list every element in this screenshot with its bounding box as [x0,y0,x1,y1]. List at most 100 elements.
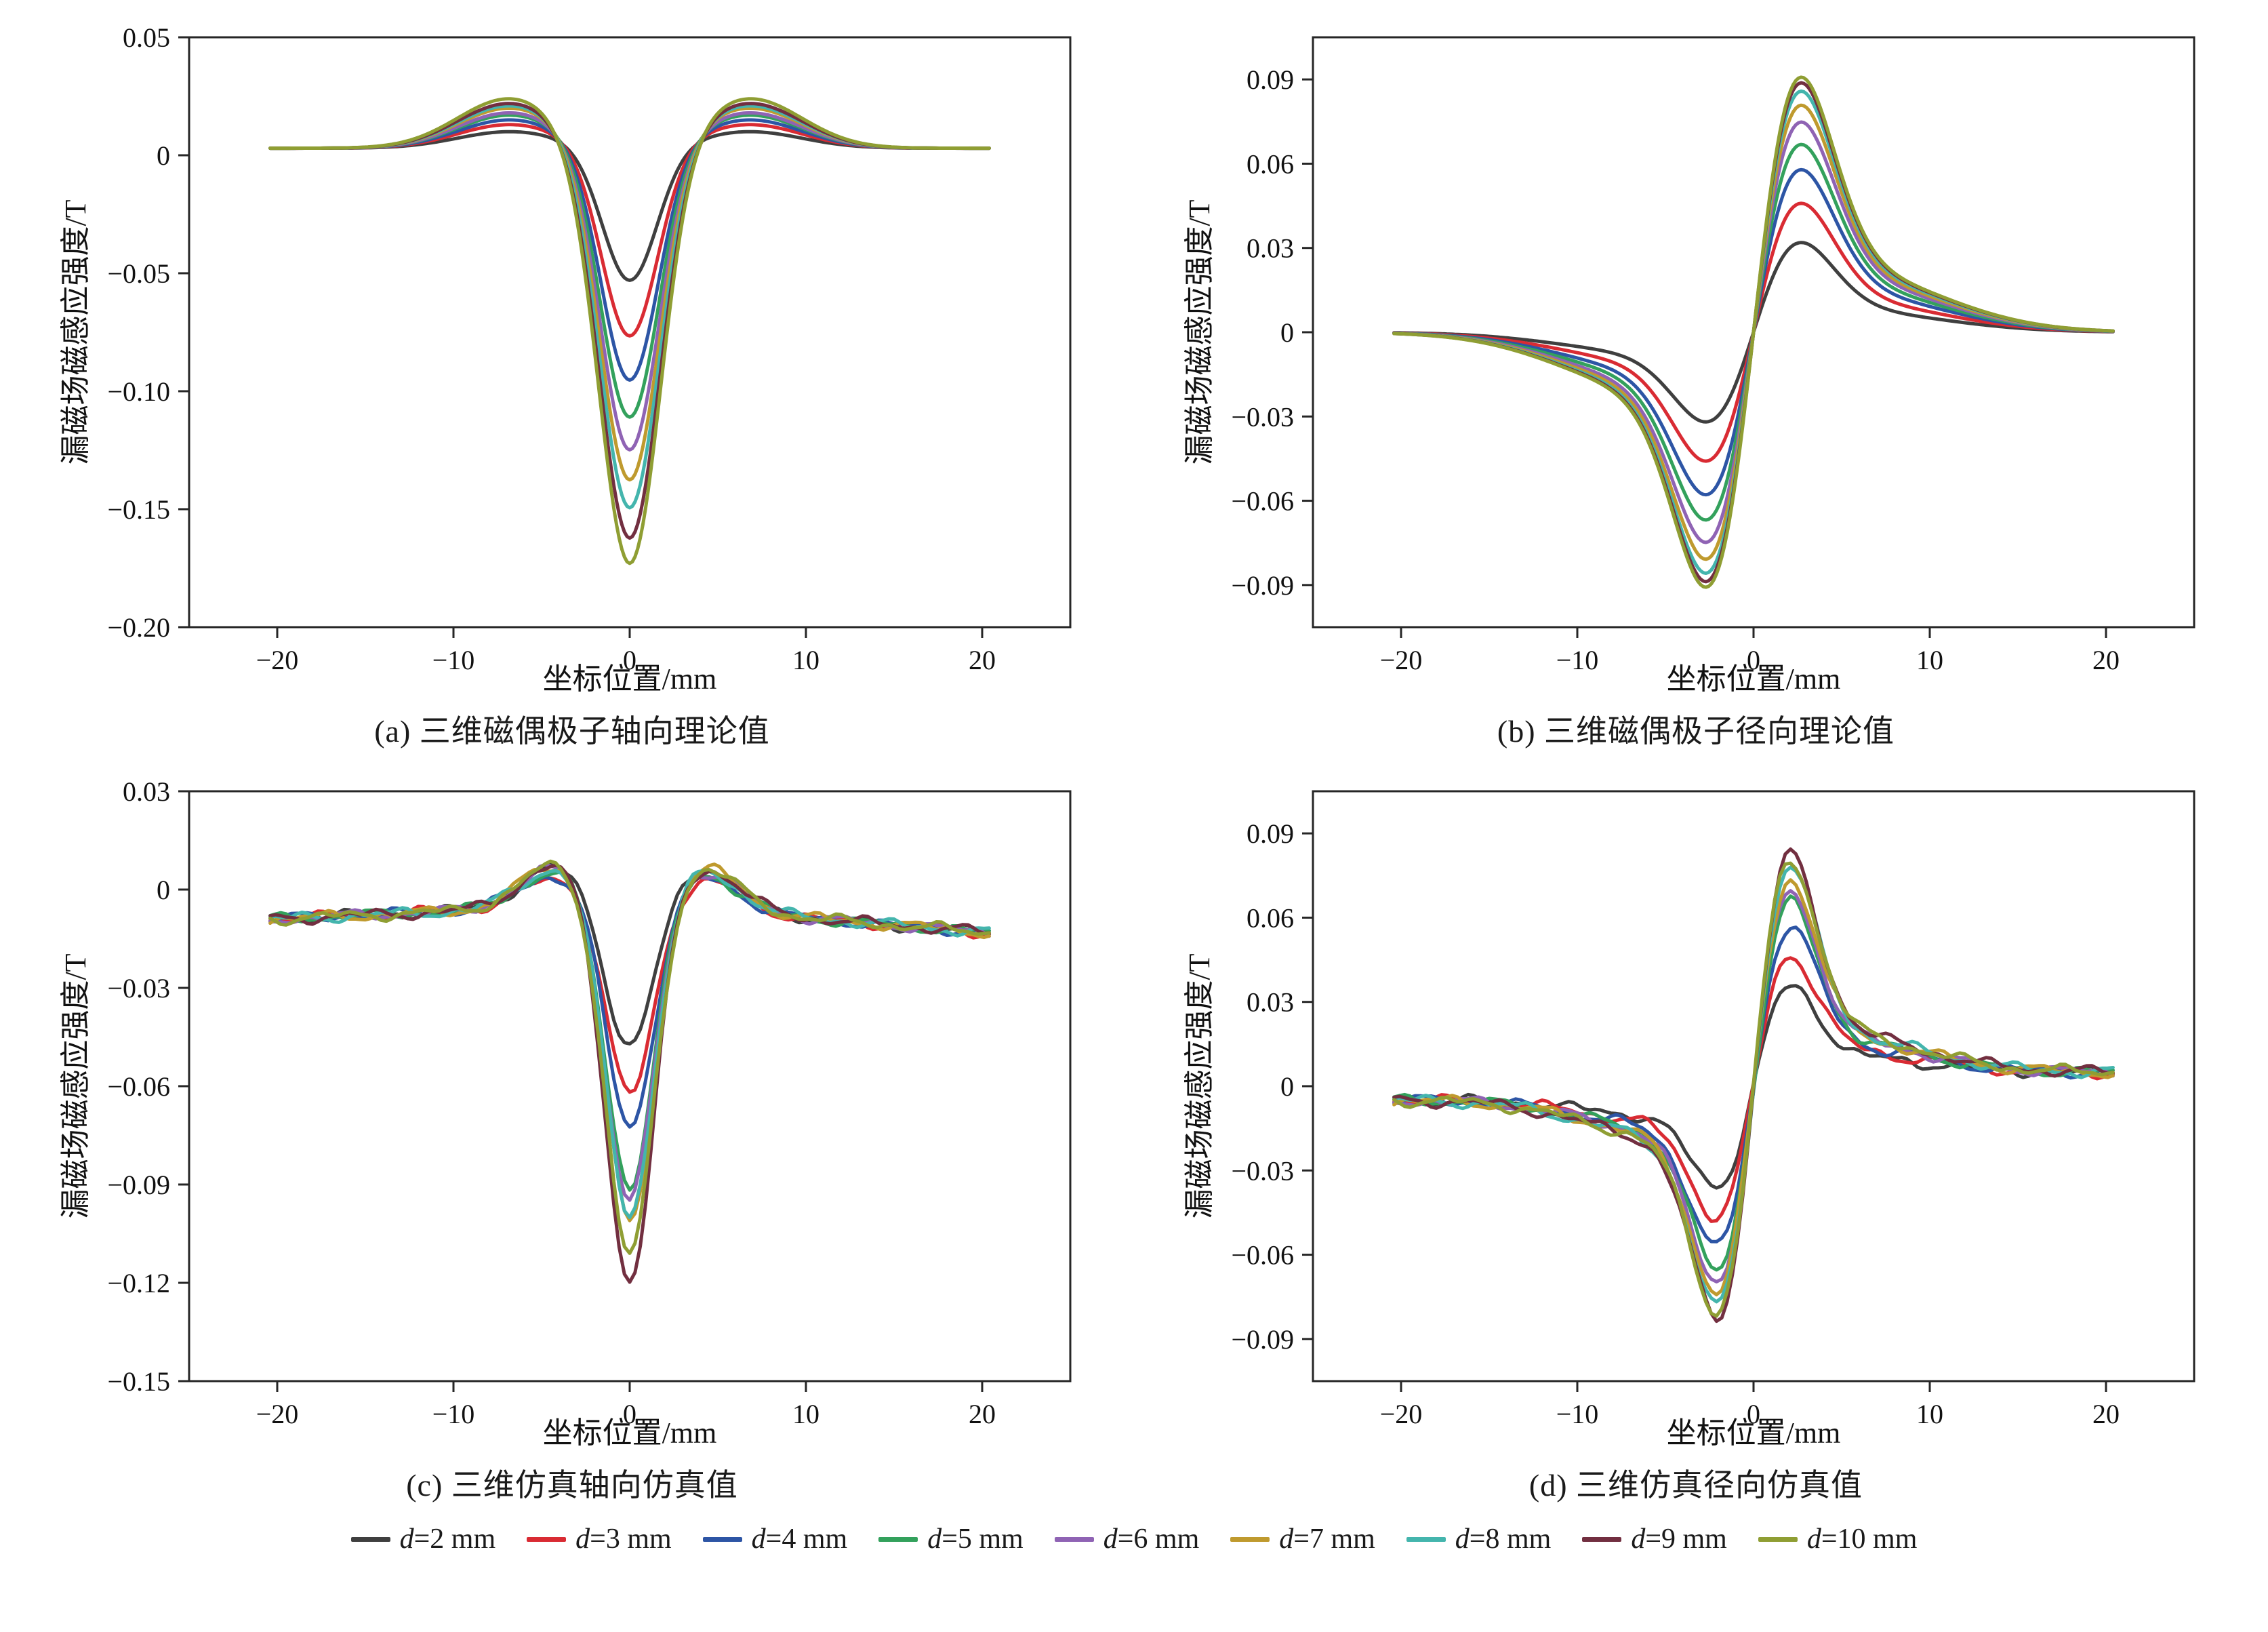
legend-swatch [1582,1536,1622,1542]
y-axis-label: 漏磁场磁感应强度/T [1183,199,1216,464]
legend-swatch [702,1536,742,1542]
legend-item-d2mm: d =2 mm [350,1523,495,1555]
chart-a-plot: −20 −10 0 10 20 0.05 0 −0.05 −0.10 −0.15 −0.20 坐标位置… [43,20,1101,705]
y-axis-label: 漏磁场磁感应强度/T [59,199,92,464]
curve-d4mm [268,118,991,382]
svg-text:−0.03: −0.03 [1231,401,1294,432]
chart-svg-a: −20 −10 0 10 20 0.05 0 −0.05 −0.10 −0.15 −0.20 坐标位置… [59,22,1072,696]
svg-text:−20: −20 [256,645,299,675]
svg-text:10: 10 [792,1399,819,1429]
svg-text:−0.15: −0.15 [107,494,170,525]
chart-svg-b: −20 −10 0 10 20 0.09 0.06 0.03 0 −0.03 −0.06 −0.09 坐… [1183,36,2195,696]
curve-d9mm [268,102,991,540]
x-axis-label: 坐标位置/mm [543,1416,717,1450]
x-axis-label: 坐标位置/mm [1667,662,1841,696]
svg-text:−20: −20 [1380,1399,1423,1429]
legend-item-d5mm: d =5 mm [878,1523,1024,1555]
svg-text:−0.10: −0.10 [107,376,170,407]
svg-text:−10: −10 [432,1399,475,1429]
chart-grid: −20 −10 0 10 20 0.05 0 −0.05 −0.10 −0.15 −0.20 坐标位置… [20,20,2248,1505]
legend-item-d8mm: d =8 mm [1406,1523,1551,1555]
legend-item-d7mm: d =7 mm [1230,1523,1375,1555]
svg-text:0.06: 0.06 [1247,902,1294,933]
svg-text:−20: −20 [256,1399,299,1429]
svg-text:−0.15: −0.15 [107,1366,170,1397]
curve-d5mm [268,113,991,419]
curve-d2mm [268,130,991,282]
svg-text:20: 20 [2092,645,2120,675]
legend-swatch [1230,1536,1270,1542]
legend-swatch [350,1536,390,1542]
chart-b-plot: −20 −10 0 10 20 0.09 0.06 0.03 0 −0.03 −0.06 −0.09 坐… [1167,20,2225,705]
svg-text:20: 20 [2092,1399,2120,1429]
y-axis-label: 漏磁场磁感应强度/T [59,953,92,1218]
chart-a: −20 −10 0 10 20 0.05 0 −0.05 −0.10 −0.15 −0.20 坐标位置… [20,20,1124,751]
svg-text:0: 0 [157,875,170,905]
svg-text:10: 10 [1916,1399,1943,1429]
y-axis-label: 漏磁场磁感应强度/T [1183,953,1216,1218]
legend-swatch [1054,1536,1094,1542]
svg-text:0: 0 [623,1399,636,1429]
legend-item-d6mm: d =6 mm [1054,1523,1199,1555]
chart-d: −20 −10 0 10 20 0.09 0.06 0.03 0 −0.03 −0.06 −0.09 坐… [1144,774,2248,1505]
curve-d2mm [268,862,991,1046]
legend-swatch [527,1536,567,1542]
svg-text:10: 10 [792,645,819,675]
x-axis-label: 坐标位置/mm [543,662,717,696]
svg-text:0: 0 [1280,317,1294,348]
curve-d10mm [268,97,991,565]
chart-svg-d: −20 −10 0 10 20 0.09 0.06 0.03 0 −0.03 −0.06 −0.09 坐… [1183,790,2195,1450]
legend-item-d10mm: d =10 mm [1758,1523,1917,1555]
svg-text:20: 20 [969,645,996,675]
legend-item-d3mm: d =3 mm [527,1523,672,1555]
chart-c-plot: −20 −10 0 10 20 0.03 0 −0.03 −0.06 −0.09 −0.12 −0.1… [43,774,1101,1459]
chart-b: −20 −10 0 10 20 0.09 0.06 0.03 0 −0.03 −0.06 −0.09 坐… [1144,20,2248,751]
x-axis-label: 坐标位置/mm [1667,1416,1841,1450]
chart-svg-c: −20 −10 0 10 20 0.03 0 −0.03 −0.06 −0.09 −0.12 −0.1… [59,776,1072,1450]
chart-c-caption: (c) 三维仿真轴向仿真值 [406,1468,738,1502]
svg-text:0: 0 [1280,1071,1294,1102]
svg-text:20: 20 [969,1399,996,1429]
svg-text:0: 0 [1747,645,1760,675]
svg-text:−0.06: −0.06 [1231,486,1294,517]
chart-b-caption: (b) 三维磁偶极子径向理论值 [1497,714,1895,749]
svg-text:0: 0 [623,645,636,675]
svg-text:0.03: 0.03 [1247,987,1294,1018]
curve-d3mm [268,123,991,338]
curve-d8mm [268,104,991,510]
svg-text:−10: −10 [432,645,475,675]
svg-text:−20: −20 [1380,645,1423,675]
svg-text:−0.03: −0.03 [1231,1155,1294,1186]
chart-c: −20 −10 0 10 20 0.03 0 −0.03 −0.06 −0.09 −0.12 −0.1… [20,774,1124,1505]
curve-d10mm [268,859,991,1255]
svg-text:−10: −10 [1556,645,1599,675]
curve-d9mm [268,863,991,1284]
curve-d10mm [1392,861,2115,1318]
svg-text:0: 0 [1747,1399,1760,1429]
figure: −20 −10 0 10 20 0.05 0 −0.05 −0.10 −0.15 −0.20 坐标位置… [20,20,2248,1555]
legend-swatch [1758,1536,1798,1542]
legend: d =2 mm d =3 mm d =4 mm d =5 mm d =6 mm d =7 mm d =8 … [20,1523,2248,1555]
svg-text:−0.03: −0.03 [107,973,170,1003]
svg-text:−0.09: −0.09 [107,1170,170,1200]
svg-text:−0.06: −0.06 [1231,1240,1294,1271]
svg-text:0.09: 0.09 [1247,64,1294,95]
legend-item-d9mm: d =9 mm [1582,1523,1727,1555]
legend-swatch [1406,1536,1446,1542]
svg-text:−0.09: −0.09 [1231,570,1294,601]
curve-d8mm [268,869,991,1220]
svg-text:−0.20: −0.20 [107,612,170,643]
svg-text:−0.12: −0.12 [107,1268,170,1298]
curve-d7mm [268,106,991,482]
svg-text:0.09: 0.09 [1247,818,1294,849]
chart-d-caption: (d) 三维仿真径向仿真值 [1528,1468,1863,1502]
svg-text:−10: −10 [1556,1399,1599,1429]
chart-a-caption: (a) 三维磁偶极子轴向理论值 [374,714,770,749]
legend-item-d4mm: d =4 mm [702,1523,847,1555]
svg-text:0.06: 0.06 [1247,148,1294,179]
svg-text:10: 10 [1916,645,1943,675]
svg-text:−0.09: −0.09 [1231,1324,1294,1355]
chart-d-plot: −20 −10 0 10 20 0.09 0.06 0.03 0 −0.03 −0.06 −0.09 坐… [1167,774,2225,1459]
legend-swatch [878,1536,918,1542]
svg-text:0: 0 [157,140,170,171]
